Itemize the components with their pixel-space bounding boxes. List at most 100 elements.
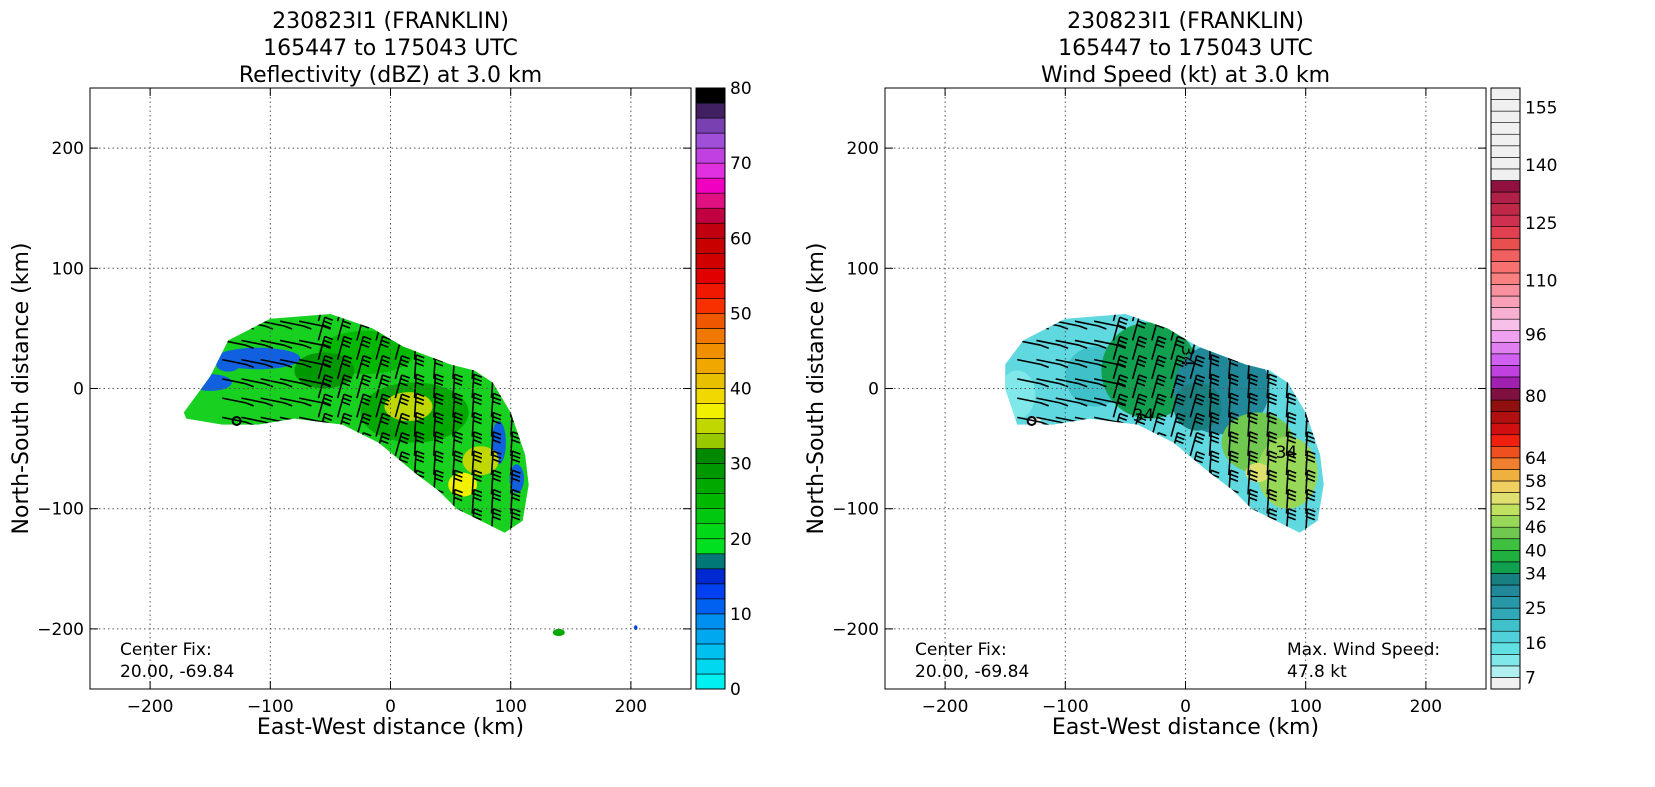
wind-barb [222,512,254,523]
y-tick-label: −100 [37,500,84,520]
wind-barb [1304,450,1316,476]
colorbar-segment [695,328,726,344]
wind-barb [1093,435,1126,446]
wind-barb [1189,412,1205,437]
wind-barb [1017,416,1049,426]
wind-barb [356,451,372,476]
wind-barb [471,314,483,322]
wind-barb [317,451,334,476]
wind-barb [1189,508,1205,533]
chart-title-line-3: Wind Speed (kt) at 3.0 km [1041,63,1330,88]
wind-barb [1266,315,1278,341]
wind-barb [452,450,463,476]
x-tick-label: 200 [1410,697,1442,717]
colorbar-segment [1490,145,1521,158]
wind-barb [1247,373,1258,399]
colorbar-segment [1490,445,1521,459]
wind-barb [1170,374,1186,399]
wind-barb [1208,314,1220,322]
max-wind-value: 47.8 kt [1287,662,1347,682]
colorbar-tick-label: 46 [1525,518,1547,538]
chart-panel-2: 230823I1 (FRANKLIN)165447 to 175043 UTCW… [804,9,1557,740]
wind-barb [241,339,274,349]
wind-barb [298,397,331,407]
wind-barb [1036,358,1069,369]
wind-barb [1036,474,1069,484]
wind-barb [356,335,372,360]
wind-barb [394,489,410,514]
wind-barb [1112,508,1129,533]
wind-barb [1151,412,1167,437]
wind-barb [1285,354,1297,379]
colorbar-segment [695,433,726,449]
wind-barb [1055,474,1088,484]
wind-barb [432,411,444,437]
wind-barb [1131,451,1148,476]
max-wind-label: Max. Wind Speed: [1287,640,1440,660]
y-tick-label: −100 [832,500,879,520]
wind-barb [375,470,391,495]
wind-barb [1266,373,1278,399]
wind-barb [375,451,391,476]
wind-barb [413,354,425,379]
wind-barb [509,314,521,322]
wind-barb [1074,455,1107,465]
wind-barb [1304,508,1316,533]
chart-title-line-3: Reflectivity (dBZ) at 3.0 km [239,63,542,88]
wind-barb [222,358,254,369]
wind-barb [1074,320,1107,330]
wind-barb [1266,431,1278,456]
wind-barb [375,374,391,399]
colorbar-tick-label: 70 [730,154,752,174]
wind-barb [1227,508,1239,533]
colorbar-segment [695,418,726,434]
wind-barb [509,469,521,495]
wind-barb [375,489,391,514]
wind-barb [1266,392,1278,418]
wind-barb [1208,431,1220,456]
colorbar-segment [1490,99,1521,112]
wind-barb [1112,355,1129,380]
colorbar-segment [1490,469,1521,482]
wind-barb [222,455,254,465]
wind-barb [222,493,254,503]
center-fix-label: Center Fix: [120,640,212,660]
contour-label-2: 34 [1133,406,1155,426]
colorbar-segment [1490,284,1521,297]
wind-barb [394,470,410,495]
wind-barb [1151,451,1167,476]
wind-barb [413,508,425,533]
wind-barb [1227,334,1239,360]
x-tick-label: −200 [127,697,174,717]
wind-barb [432,373,444,399]
wind-barb [1247,508,1258,533]
wind-barb [490,469,502,495]
wind-barb [1208,392,1220,418]
wind-barb [432,315,444,341]
colorbar-tick-label: 80 [730,79,752,99]
colorbar-segment [1490,526,1521,540]
wind-barb [241,397,274,407]
x-axis-label: East-West distance (km) [1052,715,1319,740]
wind-barb [1170,508,1186,533]
wind-barb [1304,488,1316,514]
colorbar-tick-label: 80 [1525,387,1547,407]
wind-barb [1170,393,1186,418]
colorbar-segment [1490,538,1521,551]
wind-barb [394,355,410,380]
colorbar-segment [695,613,726,630]
wind-barb [1074,512,1107,523]
wind-barb [317,374,334,399]
wind-barb [490,354,502,379]
grid-lines [90,88,691,689]
colorbar-segment [695,478,726,494]
wind-barb [279,320,312,330]
wind-barb [241,358,274,369]
wind-barb [317,470,334,495]
wind-barb [490,411,502,437]
wind-barb [279,378,312,388]
wind-barb [1074,435,1107,446]
wind-barb [1055,435,1088,446]
wind-barb [375,393,391,418]
wind-barb [1131,489,1148,514]
